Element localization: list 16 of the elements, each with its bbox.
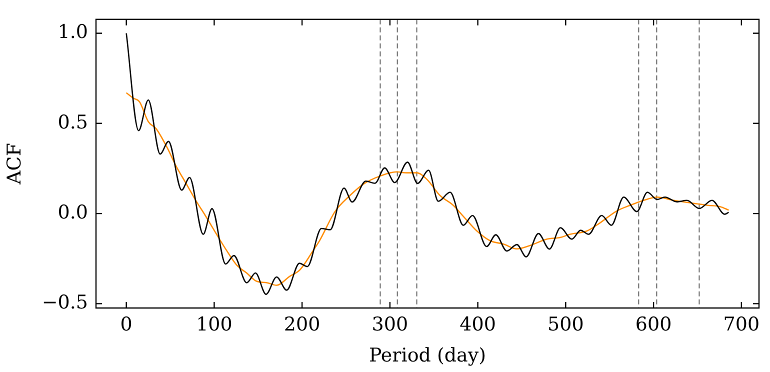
y-tick-label: 1.0 bbox=[58, 21, 88, 44]
x-tick-label: 500 bbox=[548, 313, 584, 336]
x-tick-label: 0 bbox=[120, 313, 132, 336]
x-tick-label: 600 bbox=[635, 313, 672, 336]
x-tick-label: 300 bbox=[372, 313, 408, 336]
x-tick-label: 200 bbox=[284, 313, 320, 336]
y-tick-label: −0.5 bbox=[42, 292, 88, 314]
x-axis-title: Period (day) bbox=[368, 344, 486, 367]
line-series bbox=[126, 32, 730, 295]
x-tick-label: 400 bbox=[460, 313, 496, 336]
x-tick-label: 100 bbox=[196, 313, 232, 336]
y-tick-label: 0.5 bbox=[58, 111, 88, 134]
line-series bbox=[126, 92, 730, 286]
y-axis-title: ACF bbox=[3, 142, 26, 186]
y-tick-label: 0.0 bbox=[58, 201, 88, 224]
x-tick-label: 700 bbox=[723, 313, 760, 336]
